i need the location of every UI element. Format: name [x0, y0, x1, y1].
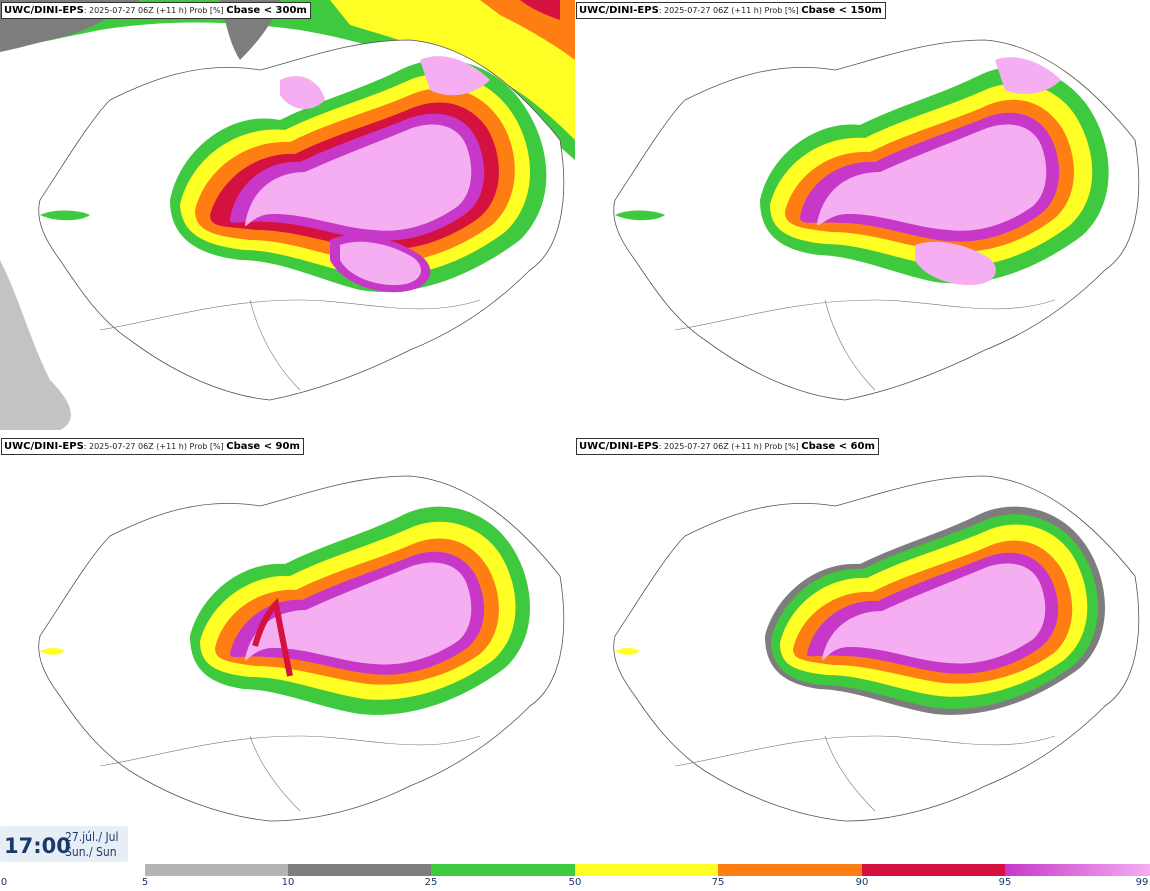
- model-name: UWC/DINI-EPS: [4, 441, 84, 452]
- probability-map: [613, 39, 1140, 401]
- legend-tick-10: 10: [281, 877, 295, 888]
- legend-tick-0: 0: [0, 877, 8, 888]
- map-panel-cbase-90: UWC/DINI-EPS: 2025-07-27 06Z (+11 h) Pro…: [0, 436, 575, 872]
- valid-date-line1: 27.júl./ Jul: [65, 830, 119, 844]
- panel-title: UWC/DINI-EPS: 2025-07-27 06Z (+11 h) Pro…: [1, 438, 304, 455]
- legend-swatch-50-75: [575, 864, 718, 876]
- probability-map: [0, 0, 575, 430]
- legend-colorbar: [145, 864, 1150, 876]
- model-name: UWC/DINI-EPS: [579, 441, 659, 452]
- legend-swatch-10-25: [288, 864, 431, 876]
- panel-title: UWC/DINI-EPS: 2025-07-27 06Z (+11 h) Pro…: [576, 2, 886, 19]
- legend-tick-95: 95: [998, 877, 1012, 888]
- probability-map: [38, 475, 565, 822]
- legend-swatch-25-50: [431, 864, 575, 876]
- probability-map: [613, 475, 1140, 822]
- threshold-label: Cbase < 60m: [801, 441, 875, 452]
- valid-time-box: 17:00 27.júl./ Jul Sun./ Sun: [0, 826, 128, 862]
- model-name: UWC/DINI-EPS: [579, 5, 659, 16]
- valid-date-line2: Sun./ Sun: [65, 845, 117, 859]
- legend-swatch-5-10: [145, 864, 288, 876]
- legend-swatch-75-90: [718, 864, 862, 876]
- legend-tick-5: 5: [141, 877, 149, 888]
- legend-tick-50: 50: [568, 877, 582, 888]
- map-panel-cbase-300: UWC/DINI-EPS: 2025-07-27 06Z (+11 h) Pro…: [0, 0, 575, 436]
- run-detail: : 2025-07-27 06Z (+11 h) Prob [%]: [658, 442, 802, 451]
- threshold-label: Cbase < 300m: [226, 5, 307, 16]
- legend-tick-25: 25: [424, 877, 438, 888]
- legend-swatch-95-99: [1005, 864, 1150, 876]
- threshold-label: Cbase < 150m: [801, 5, 882, 16]
- valid-time: 17:00: [4, 834, 71, 858]
- run-detail: : 2025-07-27 06Z (+11 h) Prob [%]: [83, 442, 227, 451]
- panel-title: UWC/DINI-EPS: 2025-07-27 06Z (+11 h) Pro…: [1, 2, 311, 19]
- map-panel-cbase-60: UWC/DINI-EPS: 2025-07-27 06Z (+11 h) Pro…: [575, 436, 1150, 872]
- run-detail: : 2025-07-27 06Z (+11 h) Prob [%]: [658, 6, 802, 15]
- legend-tick-90: 90: [855, 877, 869, 888]
- threshold-label: Cbase < 90m: [226, 441, 300, 452]
- legend-tick-75: 75: [711, 877, 725, 888]
- model-name: UWC/DINI-EPS: [4, 5, 84, 16]
- legend-swatch-90-95: [862, 864, 1005, 876]
- panel-title: UWC/DINI-EPS: 2025-07-27 06Z (+11 h) Pro…: [576, 438, 879, 455]
- valid-date: 27.júl./ Jul Sun./ Sun: [65, 830, 119, 860]
- legend-tick-99: 99: [1135, 877, 1149, 888]
- run-detail: : 2025-07-27 06Z (+11 h) Prob [%]: [83, 6, 227, 15]
- map-panel-cbase-150: UWC/DINI-EPS: 2025-07-27 06Z (+11 h) Pro…: [575, 0, 1150, 436]
